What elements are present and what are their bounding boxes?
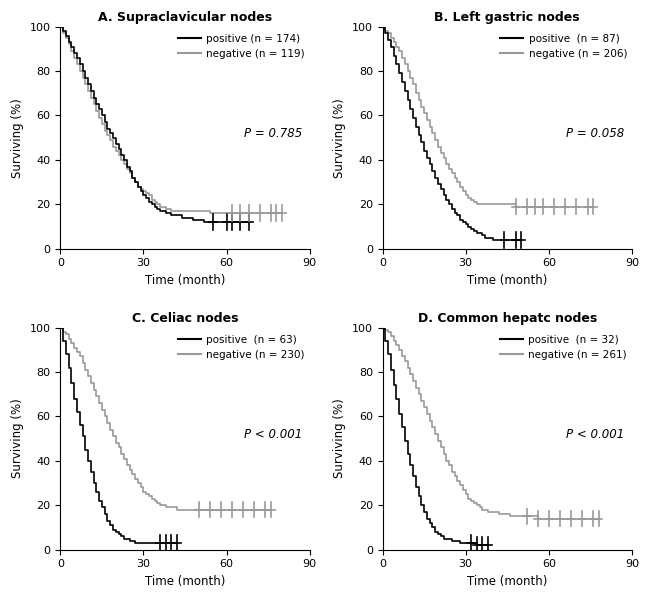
Y-axis label: Surviving (%): Surviving (%) (11, 399, 24, 479)
Legend: positive  (n = 87), negative (n = 206): positive (n = 87), negative (n = 206) (499, 32, 629, 61)
Legend: positive (n = 174), negative (n = 119): positive (n = 174), negative (n = 119) (176, 32, 307, 61)
Title: B. Left gastric nodes: B. Left gastric nodes (434, 11, 580, 24)
X-axis label: Time (month): Time (month) (467, 575, 547, 588)
X-axis label: Time (month): Time (month) (145, 575, 225, 588)
Text: P = 0.058: P = 0.058 (566, 127, 625, 140)
Text: P = 0.785: P = 0.785 (244, 127, 302, 140)
Y-axis label: Surviving (%): Surviving (%) (333, 98, 346, 177)
X-axis label: Time (month): Time (month) (145, 274, 225, 287)
Title: A. Supraclavicular nodes: A. Supraclavicular nodes (98, 11, 272, 24)
Legend: positive  (n = 63), negative (n = 230): positive (n = 63), negative (n = 230) (176, 333, 307, 362)
Text: P < 0.001: P < 0.001 (244, 428, 302, 441)
Text: P < 0.001: P < 0.001 (566, 428, 625, 441)
X-axis label: Time (month): Time (month) (467, 274, 547, 287)
Title: D. Common hepatc nodes: D. Common hepatc nodes (417, 312, 597, 325)
Legend: positive  (n = 32), negative (n = 261): positive (n = 32), negative (n = 261) (498, 333, 629, 362)
Y-axis label: Surviving (%): Surviving (%) (333, 399, 346, 479)
Title: C. Celiac nodes: C. Celiac nodes (132, 312, 239, 325)
Y-axis label: Surviving (%): Surviving (%) (11, 98, 24, 177)
